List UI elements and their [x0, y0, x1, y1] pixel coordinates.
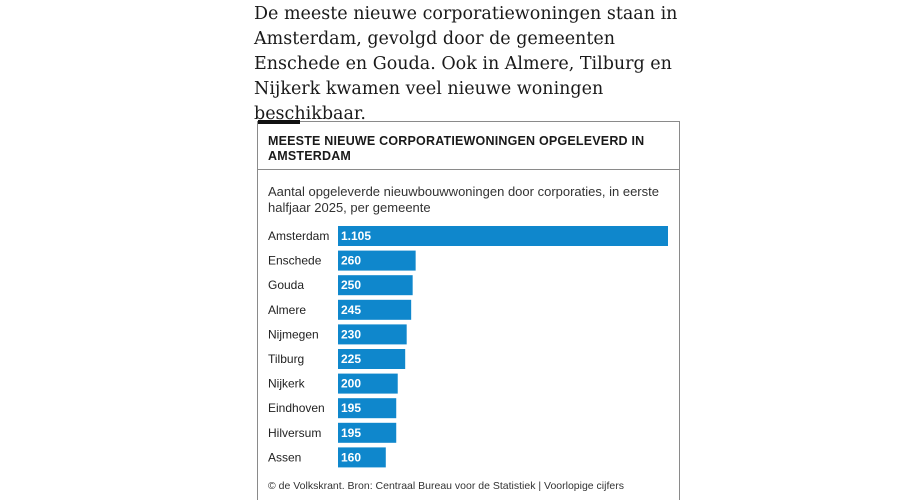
category-label: Nijmegen — [268, 327, 319, 341]
chart-source: © de Volkskrant. Bron: Centraal Bureau v… — [268, 480, 624, 492]
value-label: 250 — [341, 278, 361, 292]
article-intro: De meeste nieuwe corporatiewoningen staa… — [254, 4, 678, 124]
category-label: Nijkerk — [268, 377, 306, 391]
value-label: 195 — [341, 426, 361, 440]
value-label: 195 — [341, 401, 361, 415]
value-label: 1.105 — [341, 229, 371, 243]
category-label: Enschede — [268, 254, 322, 268]
bar — [338, 324, 407, 345]
category-label: Hilversum — [268, 426, 321, 440]
category-label: Almere — [268, 303, 306, 317]
category-label: Assen — [268, 450, 301, 464]
bar — [338, 398, 397, 419]
bar — [338, 422, 397, 443]
category-label: Amsterdam — [268, 229, 329, 243]
chart-card: MEESTE NIEUWE CORPORATIEWONINGEN OPGELEV… — [257, 120, 680, 500]
bar — [338, 275, 413, 296]
value-label: 160 — [341, 450, 361, 464]
value-label: 230 — [341, 327, 361, 341]
value-label: 225 — [341, 352, 361, 366]
value-label: 200 — [341, 377, 361, 391]
chart-subtitle: Aantal opgeleverde nieuwbouwwoningen doo… — [268, 184, 659, 215]
bar — [338, 373, 398, 394]
value-label: 245 — [341, 303, 361, 317]
bar — [338, 226, 668, 246]
bar — [338, 447, 386, 468]
bar — [338, 349, 406, 369]
chart-title: MEESTE NIEUWE CORPORATIEWONINGEN OPGELEV… — [268, 134, 645, 163]
title-divider — [258, 169, 679, 170]
category-label: Eindhoven — [268, 401, 325, 415]
bar — [338, 299, 412, 320]
category-label: Gouda — [268, 278, 304, 292]
card-accent-bar — [258, 120, 300, 124]
bar-chart: Amsterdam 1.105 Enschede 260 Gouda 250 Almere 2… — [268, 226, 668, 468]
category-label: Tilburg — [268, 352, 304, 366]
bar — [338, 250, 416, 271]
value-label: 260 — [341, 254, 361, 268]
